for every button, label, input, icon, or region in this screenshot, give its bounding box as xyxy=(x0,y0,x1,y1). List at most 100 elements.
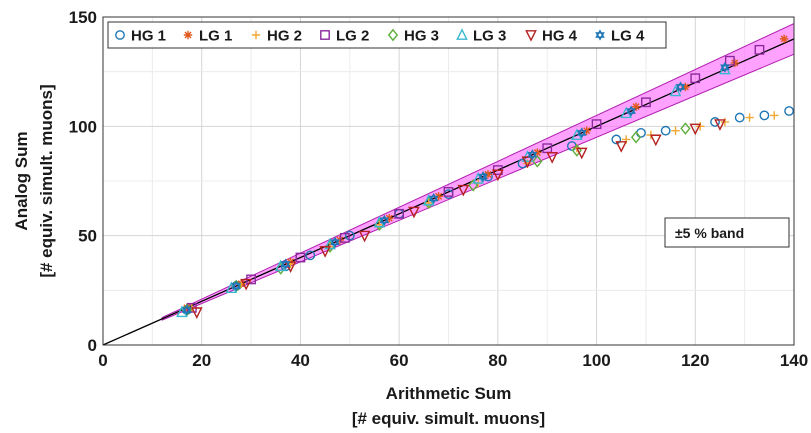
legend-label: LG 2 xyxy=(336,28,369,45)
x-tick-label: 80 xyxy=(488,351,507,370)
data-point xyxy=(680,122,691,135)
legend-marker xyxy=(387,28,399,42)
data-point xyxy=(424,198,433,208)
plot-frame xyxy=(102,16,795,346)
data-point xyxy=(240,278,252,291)
data-point xyxy=(182,304,192,313)
data-point xyxy=(375,220,384,229)
data-point xyxy=(779,34,789,44)
x-axis-title: Arithmetic Sum xyxy=(386,384,512,403)
data-point xyxy=(379,214,390,224)
data-point xyxy=(591,119,602,130)
data-point xyxy=(478,171,488,180)
legend-label: LG 3 xyxy=(473,28,506,45)
data-point xyxy=(675,84,686,93)
data-point xyxy=(330,236,340,246)
x-tick-label: 60 xyxy=(390,351,409,370)
data-point xyxy=(626,105,636,114)
legend-marker xyxy=(251,30,261,40)
y-tick-label: 50 xyxy=(78,227,97,246)
data-point xyxy=(759,110,770,121)
legend-marker xyxy=(183,30,193,40)
legend: HG 1 LG 1 HG 2 LG 2 HG 3 LG 3 HG 4 LG 4 xyxy=(107,21,667,49)
reference-line xyxy=(103,38,794,345)
data-point xyxy=(533,148,542,157)
x-tick-label: 140 xyxy=(780,351,808,370)
y-tick-label: 150 xyxy=(69,8,97,27)
legend-marker xyxy=(320,30,330,40)
data-point xyxy=(730,58,739,68)
data-point xyxy=(724,55,735,66)
data-point xyxy=(576,127,587,136)
data-point xyxy=(660,125,671,136)
data-point xyxy=(710,117,720,127)
data-point xyxy=(681,82,690,92)
data-point xyxy=(720,117,730,127)
data-point xyxy=(784,106,794,116)
data-point xyxy=(626,108,636,117)
data-point xyxy=(770,111,779,120)
x-tick-label: 20 xyxy=(192,351,211,370)
data-point xyxy=(344,230,355,241)
data-point xyxy=(675,81,686,90)
data-point xyxy=(582,126,591,135)
y-tick-label: 0 xyxy=(88,336,97,355)
legend-label: LG 4 xyxy=(611,28,645,45)
data-point xyxy=(394,208,405,219)
data-point xyxy=(339,232,350,243)
data-point xyxy=(576,130,587,139)
band-layer xyxy=(103,23,794,345)
data-point xyxy=(280,258,291,267)
data-point xyxy=(182,307,192,316)
data-point xyxy=(379,217,390,226)
legend-marker xyxy=(595,32,605,41)
legend-label: HG 4 xyxy=(542,28,578,45)
data-point xyxy=(443,187,454,197)
data-point xyxy=(521,156,534,169)
x-tick-label: 120 xyxy=(681,351,709,370)
data-point xyxy=(690,73,701,84)
x-tick-label: 100 xyxy=(582,351,610,370)
legend-label: HG 3 xyxy=(404,28,439,45)
band-annotation-label: ±5 % band xyxy=(675,225,744,241)
data-point xyxy=(611,134,622,145)
legend-marker xyxy=(456,28,468,40)
data-point xyxy=(575,147,588,160)
data-point xyxy=(280,261,291,270)
legend-marker xyxy=(595,29,605,38)
data-point xyxy=(305,250,316,261)
legend-label: HG 2 xyxy=(267,28,302,45)
data-point xyxy=(527,149,538,158)
data-point xyxy=(428,195,439,205)
legend-marker xyxy=(525,30,537,42)
band-annotation-box xyxy=(664,217,790,248)
x-tick-label: 0 xyxy=(98,351,107,370)
data-point xyxy=(615,141,628,153)
data-point xyxy=(532,155,543,168)
data-point xyxy=(385,213,394,223)
data-point xyxy=(190,307,203,319)
data-point xyxy=(720,64,730,73)
x-tick-label: 40 xyxy=(291,351,310,370)
series-hg-4 xyxy=(190,119,726,319)
data-point xyxy=(408,206,420,219)
data-point xyxy=(745,113,754,122)
data-point xyxy=(649,134,662,147)
data-point xyxy=(669,84,682,97)
data-point xyxy=(689,123,702,136)
data-point xyxy=(492,169,504,182)
series-lg-4 xyxy=(182,61,730,316)
data-point xyxy=(330,239,340,248)
data-point xyxy=(671,126,680,135)
legend-marker xyxy=(115,30,125,40)
data-point xyxy=(428,192,439,202)
tick-labels: 0 20 40 60 80 100 120 140 0 50 100 150 xyxy=(69,8,809,370)
data-point xyxy=(295,252,306,263)
legend-label: HG 1 xyxy=(131,28,166,45)
y-axis-title: Analog Sum xyxy=(12,131,31,230)
data-point xyxy=(457,184,470,197)
data-point xyxy=(734,112,745,123)
data-point xyxy=(631,102,641,111)
data-point xyxy=(527,151,538,161)
